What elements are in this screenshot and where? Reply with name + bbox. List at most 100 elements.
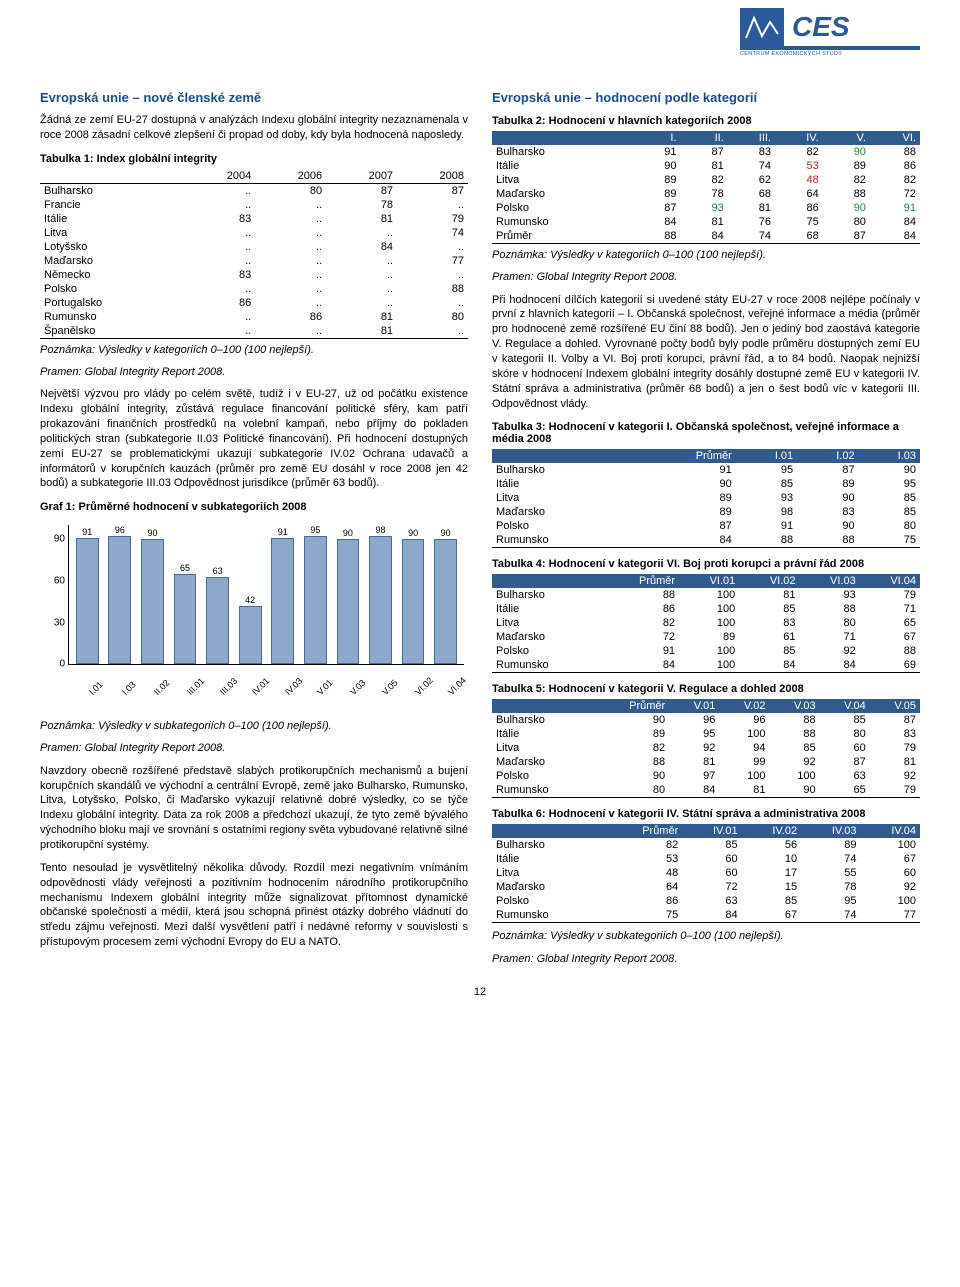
table-cell: 61: [739, 630, 799, 644]
table-cell: 91: [633, 145, 680, 159]
table-cell: 83: [728, 145, 775, 159]
table-cell: 84: [800, 658, 860, 673]
note-t2-b: Pramen: Global Integrity Report 2008.: [492, 270, 920, 284]
table-cell: Maďarsko: [492, 630, 600, 644]
table-cell: Litva: [492, 491, 633, 505]
table-cell: 98: [736, 505, 797, 519]
table-cell: ..: [184, 240, 255, 254]
table-cell: ..: [255, 226, 326, 240]
table-cell: 60: [682, 852, 741, 866]
table-cell: 81: [681, 215, 728, 229]
table-cell: Německo: [40, 268, 184, 282]
note-t1-b: Pramen: Global Integrity Report 2008.: [40, 365, 468, 379]
table-cell: 95: [801, 894, 860, 908]
note-end-a: Poznámka: Výsledky v subkategoriích 0–10…: [492, 929, 920, 943]
table-cell: 64: [775, 187, 823, 201]
table-cell: 89: [595, 727, 670, 741]
table-cell: 100: [679, 644, 739, 658]
table-cell: 53: [775, 159, 823, 173]
table-cell: 88: [823, 187, 870, 201]
note-t1-a: Poznámka: Výsledky v kategoriích 0–100 (…: [40, 343, 468, 357]
table-cell: ..: [255, 282, 326, 296]
table6-title: Tabulka 6: Hodnocení v kategorii IV. Stá…: [492, 808, 920, 820]
chart-bar: [141, 539, 164, 664]
note-end-b: Pramen: Global Integrity Report 2008.: [492, 952, 920, 966]
table5: PrůměrV.01V.02V.03V.04V.05Bulharsko90969…: [492, 699, 920, 798]
table-cell: ..: [397, 296, 468, 310]
table-cell: 83: [184, 212, 255, 226]
table-cell: 75: [859, 533, 920, 548]
chart-bar: [369, 536, 392, 664]
table-cell: ..: [255, 324, 326, 339]
table-cell: 62: [728, 173, 775, 187]
table-cell: Litva: [492, 616, 600, 630]
table-cell: 60: [820, 741, 870, 755]
table-cell: 74: [801, 908, 860, 923]
table-cell: 79: [860, 588, 920, 602]
table-cell: 71: [860, 602, 920, 616]
table-cell: Bulharsko: [492, 713, 595, 727]
table-cell: ..: [255, 268, 326, 282]
table-cell: 72: [870, 187, 920, 201]
table-cell: 87: [797, 463, 858, 477]
table-cell: 64: [602, 880, 682, 894]
table-cell: Polsko: [492, 519, 633, 533]
table-cell: 84: [669, 783, 719, 798]
table-cell: 81: [669, 755, 719, 769]
table-cell: Maďarsko: [40, 254, 184, 268]
table-cell: 82: [870, 173, 920, 187]
table-cell: Litva: [492, 173, 633, 187]
table-cell: 86: [600, 602, 679, 616]
table-cell: 79: [397, 212, 468, 226]
table-cell: 60: [682, 866, 741, 880]
table-cell: 74: [801, 852, 860, 866]
table-cell: 80: [255, 183, 326, 198]
table-cell: 90: [633, 159, 680, 173]
table-cell: Lotyšsko: [40, 240, 184, 254]
table-cell: 88: [800, 602, 860, 616]
table-cell: ..: [184, 254, 255, 268]
table-cell: 80: [397, 310, 468, 324]
para-1: Žádná ze zemí EU-27 dostupná v analýzách…: [40, 113, 468, 143]
table-cell: Maďarsko: [492, 755, 595, 769]
table-cell: 87: [397, 183, 468, 198]
table-cell: 87: [870, 713, 920, 727]
table-cell: 91: [870, 201, 920, 215]
table-cell: 100: [679, 658, 739, 673]
table-cell: Rumunsko: [40, 310, 184, 324]
table-cell: 68: [728, 187, 775, 201]
table-cell: 100: [769, 769, 819, 783]
table-cell: ..: [326, 268, 397, 282]
table-cell: Itálie: [40, 212, 184, 226]
para-r1: Při hodnocení dílčích kategorií si uvede…: [492, 293, 920, 412]
table-cell: 74: [728, 159, 775, 173]
table-cell: 88: [600, 588, 679, 602]
table1: 2004200620072008Bulharsko..808787Francie…: [40, 169, 468, 339]
table-cell: 78: [801, 880, 860, 894]
chart-bar: [337, 539, 360, 664]
table-cell: Rumunsko: [492, 783, 595, 798]
table-cell: ..: [184, 198, 255, 212]
table-cell: Maďarsko: [492, 505, 633, 519]
table-cell: 81: [728, 201, 775, 215]
table-cell: ..: [255, 254, 326, 268]
table-cell: Bulharsko: [492, 463, 633, 477]
table-cell: 90: [859, 463, 920, 477]
table-cell: 87: [681, 145, 728, 159]
table-cell: 86: [255, 310, 326, 324]
table-cell: Průměr: [492, 229, 633, 244]
table-cell: 100: [861, 894, 920, 908]
table-cell: 89: [633, 173, 680, 187]
table-cell: 84: [633, 215, 680, 229]
table-cell: 86: [775, 201, 823, 215]
table-cell: ..: [184, 226, 255, 240]
table-cell: 78: [681, 187, 728, 201]
table-cell: 92: [861, 880, 920, 894]
table-cell: 80: [800, 616, 860, 630]
table-cell: 88: [797, 533, 858, 548]
table-cell: 93: [800, 588, 860, 602]
table-cell: 90: [595, 713, 670, 727]
table-cell: ..: [255, 296, 326, 310]
table-cell: 94: [719, 741, 769, 755]
table-cell: Rumunsko: [492, 533, 633, 548]
